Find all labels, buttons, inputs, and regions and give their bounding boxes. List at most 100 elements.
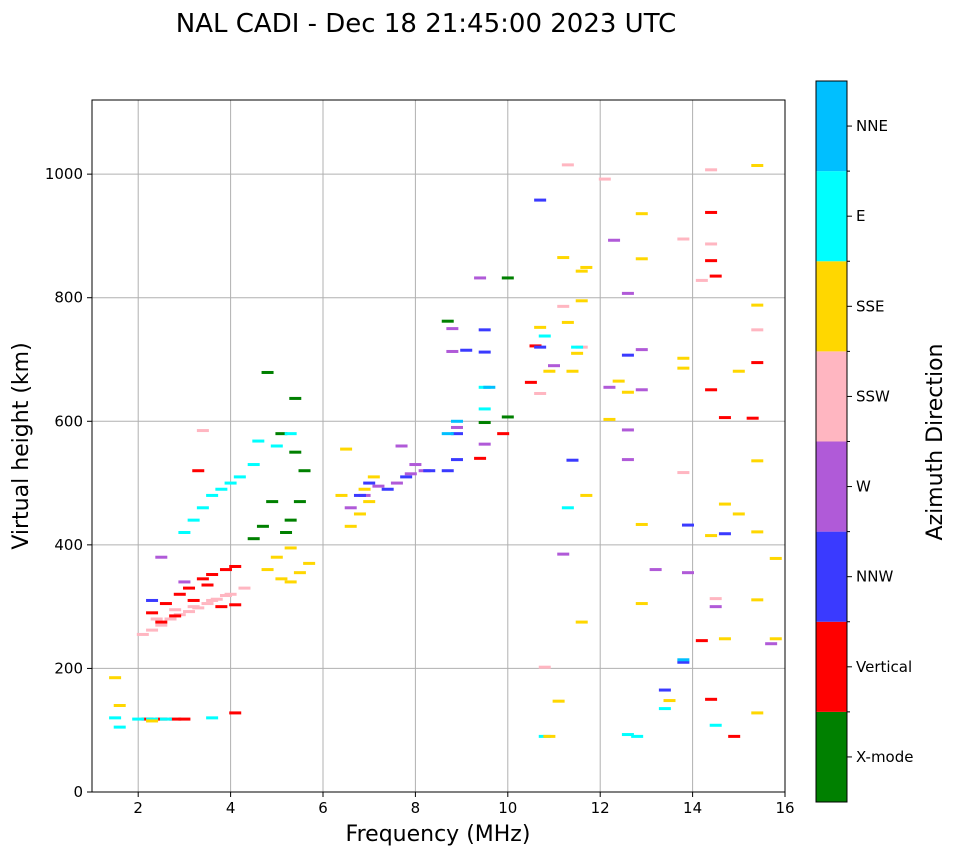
data-point: [215, 605, 228, 609]
data-point: [765, 642, 778, 646]
data-point: [146, 719, 159, 723]
data-point: [718, 532, 731, 536]
data-point: [335, 493, 348, 497]
data-point: [709, 274, 722, 278]
y-tick-label: 800: [54, 289, 83, 307]
data-point: [169, 717, 182, 721]
colorbar-tick-label: Vertical: [856, 658, 912, 676]
data-point: [293, 500, 306, 504]
data-point: [732, 369, 745, 373]
data-point: [608, 238, 621, 242]
data-point: [169, 614, 182, 618]
data-point: [681, 571, 694, 575]
data-point: [450, 419, 463, 423]
data-point: [224, 592, 237, 596]
data-point: [621, 428, 634, 432]
data-point: [478, 350, 491, 354]
data-point: [247, 537, 260, 541]
data-point: [575, 620, 588, 624]
data-point: [261, 568, 274, 572]
data-point: [603, 385, 616, 389]
data-point: [450, 432, 463, 436]
data-point: [233, 475, 246, 479]
colorbar-tick-label: NNW: [856, 568, 893, 586]
data-point: [677, 366, 690, 370]
data-point: [155, 623, 168, 627]
data-point: [575, 299, 588, 303]
series-nnw: [146, 198, 731, 692]
data-point: [146, 717, 159, 721]
data-point: [284, 518, 297, 522]
data-point: [534, 198, 547, 202]
data-point: [187, 598, 200, 602]
data-point: [474, 276, 487, 280]
data-point: [390, 481, 403, 485]
data-point: [155, 620, 168, 624]
data-point: [229, 711, 242, 715]
data-point: [289, 396, 302, 400]
x-tick-label: 14: [683, 799, 702, 817]
data-point: [658, 688, 671, 692]
data-point: [681, 523, 694, 527]
data-point: [612, 379, 625, 383]
data-point: [400, 475, 413, 479]
data-point: [132, 717, 145, 721]
data-point: [450, 458, 463, 462]
series-ssw: [136, 163, 764, 669]
data-point: [178, 531, 191, 534]
data-point: [256, 524, 269, 528]
data-point: [709, 597, 722, 601]
colorbar-segment: [816, 711, 847, 802]
data-point: [769, 556, 782, 560]
data-point: [372, 484, 385, 488]
data-point: [289, 450, 302, 454]
data-point: [270, 555, 283, 559]
data-point: [284, 546, 297, 550]
data-point: [538, 665, 551, 669]
data-point: [571, 345, 584, 349]
data-point: [751, 163, 764, 167]
data-point: [358, 487, 371, 491]
data-point: [196, 506, 209, 510]
data-point: [705, 388, 718, 392]
data-point: [344, 524, 357, 528]
data-point: [718, 502, 731, 506]
colorbar-segment: [816, 531, 847, 622]
data-point: [561, 506, 574, 510]
data-point: [206, 573, 219, 577]
data-point: [409, 463, 422, 467]
data-point: [155, 555, 168, 559]
data-point: [598, 177, 611, 181]
data-point: [446, 327, 459, 331]
data-point: [201, 583, 214, 587]
y-axis-ticks: 0 200 400 600 800 1000: [45, 165, 92, 801]
data-point: [183, 586, 196, 590]
data-point: [751, 459, 764, 463]
data-point: [159, 602, 172, 606]
data-point: [196, 577, 209, 581]
data-point: [566, 458, 579, 462]
data-point: [566, 369, 579, 373]
data-point: [219, 568, 232, 572]
data-point: [561, 320, 574, 324]
data-point: [266, 500, 279, 504]
data-points: [109, 163, 782, 738]
data-point: [718, 637, 731, 641]
data-point: [247, 463, 260, 467]
plot-background: [92, 100, 785, 792]
data-point: [441, 319, 454, 323]
data-point: [709, 605, 722, 609]
data-point: [695, 639, 708, 643]
data-point: [635, 388, 648, 392]
data-point: [229, 603, 242, 607]
plot-frame: [91, 99, 786, 793]
data-point: [705, 210, 718, 214]
data-point: [580, 265, 593, 269]
colorbar-segment: [816, 441, 847, 532]
data-point: [238, 586, 251, 590]
data-point: [548, 364, 560, 368]
data-point: [270, 444, 283, 448]
colorbar-segment: [816, 171, 847, 262]
data-point: [298, 469, 311, 473]
